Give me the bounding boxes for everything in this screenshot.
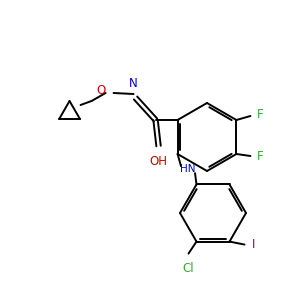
Text: OH: OH — [150, 155, 168, 168]
Text: O: O — [96, 83, 106, 96]
Text: F: F — [256, 150, 263, 163]
Text: HN: HN — [180, 164, 196, 174]
Text: F: F — [256, 109, 263, 122]
Text: I: I — [251, 238, 255, 251]
Text: N: N — [129, 77, 138, 90]
Text: Cl: Cl — [183, 262, 194, 275]
